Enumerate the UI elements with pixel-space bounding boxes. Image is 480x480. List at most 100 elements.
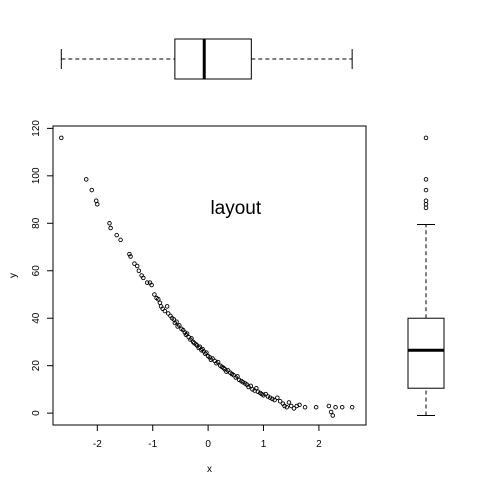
box-iqr [407,317,445,389]
data-point [197,344,203,349]
data-point [136,268,142,274]
data-point [254,385,259,391]
data-point [200,346,205,352]
data-point [114,232,119,238]
data-point [240,380,246,385]
data-point [93,198,99,203]
box-outlier [423,202,429,207]
y-axis-title: y [8,273,19,278]
data-point [248,383,254,389]
plot-frame [52,125,367,426]
data-point [193,342,199,347]
data-point [199,348,204,353]
x-tick-label: 0 [205,439,211,450]
data-point [204,350,209,355]
data-point [286,400,292,405]
y-tick-label: 80 [31,217,42,229]
x-tick-label: -2 [93,439,102,450]
box-outlier [423,187,429,193]
x-tick-label: 2 [316,439,322,450]
data-point [297,402,302,408]
x-tick-label: 1 [261,439,267,450]
data-point [160,306,165,311]
data-point [288,403,294,409]
data-point [275,395,280,400]
data-point [263,391,268,397]
data-point [89,187,95,193]
data-point [261,393,266,398]
data-point [270,396,275,402]
data-point [231,372,236,378]
data-point [236,377,242,383]
x-tick-label: -1 [148,439,157,450]
data-point [157,300,163,306]
data-point [174,319,179,325]
y-tick-label: 100 [31,167,42,184]
data-point [250,387,255,392]
data-point [95,202,100,207]
x-axis: -2 -1 0 1 2 [93,425,322,450]
data-point [225,368,231,373]
data-point [152,292,157,297]
data-point [291,406,297,411]
data-point [284,404,290,410]
right-boxplot [407,135,445,417]
data-point [149,282,154,288]
data-point [128,254,133,259]
data-point [349,404,355,410]
y-axis: 0 20 40 60 80 100 120 [31,120,53,416]
y-tick-label: 120 [31,120,42,137]
data-point [210,356,215,361]
data-point [59,135,64,141]
data-point [272,397,277,403]
y-tick-label: 60 [31,265,42,277]
data-point [183,332,189,338]
box-iqr [174,38,252,80]
data-point [189,336,194,341]
scatter-points [59,135,355,418]
box-outlier [423,198,429,203]
data-point [215,359,221,365]
data-point [203,351,208,357]
data-point [277,399,283,404]
data-point [221,365,226,371]
data-point [267,395,273,400]
data-point [255,389,261,395]
y-tick-label: 0 [31,410,42,416]
data-point [141,275,146,281]
data-point [156,296,161,302]
scatter-plot: -2 -1 0 1 2 0 20 40 60 80 100 120 layout x y [8,120,367,475]
data-point [313,404,319,410]
data-point [328,409,334,415]
data-point [184,331,190,336]
top-boxplot [60,38,353,80]
data-point [196,345,201,351]
data-point [182,330,188,335]
data-point [164,304,170,309]
data-point [190,339,196,345]
data-point [134,263,140,269]
data-point [246,384,251,390]
data-point [144,280,150,285]
data-point [132,261,137,266]
data-point [83,177,89,182]
data-point [333,404,338,410]
data-point [339,404,345,410]
box-outlier [423,177,429,182]
box-outlier [423,205,429,211]
data-point [108,225,113,231]
data-point [162,308,168,314]
annotation-text: layout [210,198,261,219]
data-point [127,251,132,257]
y-tick-label: 40 [31,312,42,324]
data-point [165,311,171,316]
data-point [326,403,332,409]
box-outlier [423,135,429,141]
data-point [282,403,287,409]
data-point [107,221,112,226]
x-axis-title: x [207,464,212,475]
data-point [302,404,308,410]
data-point [330,413,336,418]
data-point [177,323,182,328]
